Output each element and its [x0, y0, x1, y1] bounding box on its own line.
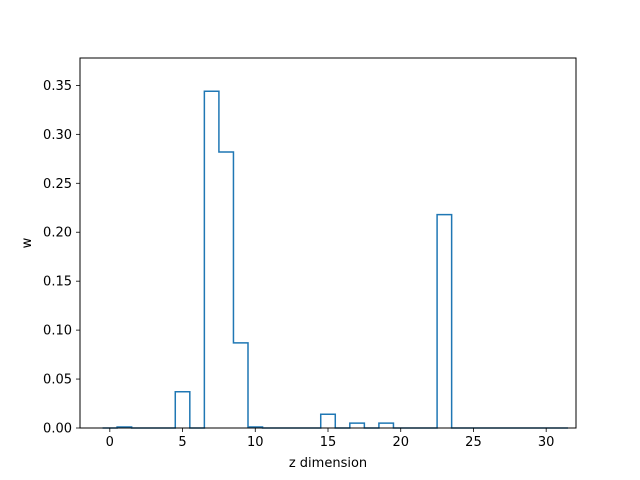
- x-tick-label: 10: [247, 435, 264, 450]
- plot-area: [80, 58, 576, 428]
- x-tick-label: 15: [320, 435, 337, 450]
- y-tick-label: 0.10: [43, 324, 72, 339]
- y-axis-ticks: 0.00 0.05 0.10 0.15 0.20 0.25 0.30 0.35: [43, 79, 80, 437]
- y-tick-label: 0.00: [43, 422, 72, 437]
- x-tick-label: 25: [465, 435, 482, 450]
- y-tick-label: 0.30: [43, 128, 72, 143]
- y-tick-label: 0.35: [43, 79, 72, 94]
- x-tick-label: 0: [106, 435, 114, 450]
- x-tick-label: 20: [392, 435, 409, 450]
- y-tick-label: 0.25: [43, 177, 72, 192]
- x-axis-ticks: 0 5 10 15 20 25 30: [106, 428, 555, 450]
- x-axis-label: z dimension: [289, 456, 367, 471]
- x-tick-label: 30: [538, 435, 555, 450]
- y-tick-label: 0.05: [43, 373, 72, 388]
- y-tick-label: 0.15: [43, 275, 72, 290]
- x-tick-label: 5: [178, 435, 186, 450]
- y-tick-label: 0.20: [43, 226, 72, 241]
- y-axis-label: w: [20, 237, 35, 248]
- histogram-outline: [102, 90, 568, 429]
